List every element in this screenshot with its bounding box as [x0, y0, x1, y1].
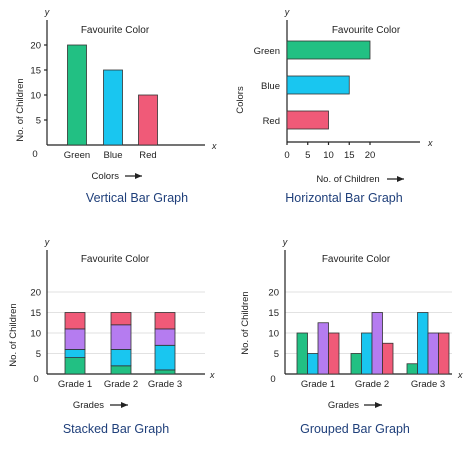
stack-segment-blue: [110, 348, 132, 367]
caption: Vertical Bar Graph: [86, 191, 188, 205]
x-category-label: Green: [64, 150, 90, 161]
bar-blue: [417, 312, 429, 375]
x-category-label: Blue: [103, 150, 122, 161]
x-category-label: Grade 2: [355, 379, 389, 390]
bar-blue: [307, 353, 319, 375]
origin-label: 0: [270, 374, 275, 385]
y-tick-label: 5: [36, 349, 41, 360]
x-category-label: Grade 1: [58, 379, 92, 390]
x-axis-letter: x: [427, 138, 433, 148]
y-category-label: Red: [263, 116, 280, 127]
bar-green: [67, 44, 87, 146]
y-axis-label: No. of Children: [8, 303, 19, 366]
y-tick-label: 20: [30, 41, 41, 52]
y-tick-label: 15: [30, 66, 41, 77]
stack-segment-red: [154, 312, 176, 330]
horizontal-bar-chart: Favourite Color y x Colors No. of Childr…: [235, 7, 433, 205]
x-axis-letter: x: [209, 370, 215, 380]
x-axis-label: No. of Children: [316, 174, 379, 185]
x-tick-label: 0: [284, 150, 289, 161]
y-tick-label: 20: [268, 288, 279, 299]
y-axis-letter: y: [282, 237, 288, 247]
x-category-label: Grade 3: [148, 379, 182, 390]
caption: Stacked Bar Graph: [63, 422, 169, 436]
stack-segment-red: [110, 312, 132, 326]
y-tick-label: 10: [30, 91, 41, 102]
stack-segment-green: [64, 357, 86, 375]
stacked-bar-chart: Favourite Color y x 0 No. of Children Gr…: [8, 237, 215, 436]
origin-label: 0: [32, 149, 37, 160]
chart-title: Favourite Color: [81, 254, 150, 265]
bar-green: [296, 332, 308, 375]
bar-red: [382, 342, 394, 375]
x-category-label: Grade 1: [301, 379, 335, 390]
stack-segment-red: [64, 312, 86, 330]
y-tick-label: 15: [268, 308, 279, 319]
stack-segment-green: [154, 369, 176, 375]
x-category-label: Grade 2: [104, 379, 138, 390]
stack-segment-purple: [154, 328, 176, 346]
stack-segment-green: [110, 365, 132, 375]
y-axis-letter: y: [44, 237, 50, 247]
x-tick-label: 10: [323, 150, 334, 161]
bar-purple: [317, 322, 329, 375]
y-axis-label: No. of Children: [15, 78, 26, 141]
chart-title: Favourite Color: [332, 25, 401, 36]
x-axis-label: Grades: [328, 400, 359, 411]
y-category-label: Blue: [261, 81, 280, 92]
grouped-bar-chart: Favourite Color y x 0 No. of Children Gr…: [240, 237, 463, 436]
y-tick-label: 15: [30, 308, 41, 319]
origin-label: 0: [33, 374, 38, 385]
bar-blue: [103, 69, 123, 146]
bar-green: [286, 40, 371, 60]
caption: Horizontal Bar Graph: [285, 191, 402, 205]
bar-blue: [286, 75, 350, 95]
vertical-bar-chart: Favourite Color y x 0 No. of Children Co…: [15, 7, 217, 205]
stack-segment-blue: [64, 348, 86, 358]
chart-title: Favourite Color: [322, 254, 391, 265]
x-category-label: Red: [139, 150, 156, 161]
x-axis-letter: x: [457, 370, 463, 380]
y-category-label: Green: [254, 46, 280, 57]
y-axis-label: No. of Children: [240, 291, 251, 354]
x-axis-label: Grades: [73, 400, 104, 411]
y-tick-label: 20: [30, 288, 41, 299]
y-tick-label: 5: [36, 116, 41, 127]
x-axis-label: Colors: [92, 171, 120, 182]
y-axis-letter: y: [284, 7, 290, 17]
bar-blue: [361, 332, 373, 375]
y-tick-label: 5: [274, 349, 279, 360]
stack-segment-blue: [154, 344, 176, 371]
bar-red: [328, 332, 340, 375]
x-tick-label: 15: [344, 150, 355, 161]
bar-green: [406, 363, 418, 375]
y-axis-label: Colors: [235, 86, 246, 114]
x-axis-letter: x: [211, 141, 217, 151]
y-tick-label: 10: [268, 329, 279, 340]
x-tick-label: 20: [365, 150, 376, 161]
y-axis-letter: y: [44, 7, 50, 17]
bar-green: [350, 353, 362, 375]
caption: Grouped Bar Graph: [300, 422, 410, 436]
stack-segment-purple: [110, 324, 132, 350]
chart-title: Favourite Color: [81, 25, 150, 36]
bar-red: [438, 332, 450, 375]
bar-purple: [427, 332, 439, 375]
bar-purple: [371, 312, 383, 375]
x-tick-label: 5: [305, 150, 310, 161]
stack-segment-purple: [64, 328, 86, 350]
y-tick-label: 10: [30, 329, 41, 340]
bar-red: [138, 94, 158, 146]
bar-red: [286, 110, 329, 130]
x-category-label: Grade 3: [411, 379, 445, 390]
